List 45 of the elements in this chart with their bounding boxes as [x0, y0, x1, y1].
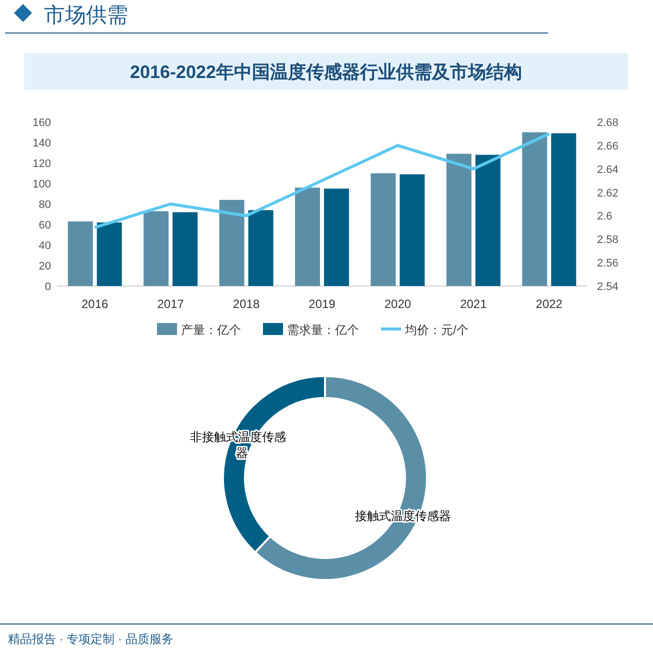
- y-tick-label: 60: [38, 220, 51, 232]
- legend-label: 需求量：亿个: [287, 323, 359, 337]
- bar: [446, 154, 472, 286]
- bar: [172, 212, 198, 286]
- x-tick-label: 2018: [232, 297, 260, 311]
- bar: [475, 154, 500, 286]
- bar: [522, 132, 548, 286]
- line-series: [93, 132, 551, 229]
- x-tick-label: 2020: [384, 297, 412, 311]
- bar: [295, 188, 320, 286]
- y-tick-label: 40: [38, 240, 51, 252]
- x-tick-label: 2017: [157, 297, 184, 311]
- bar: [96, 222, 122, 286]
- text: 市场供需: [44, 4, 128, 27]
- x-tick-label: 2016: [82, 297, 109, 311]
- y2-tick-label: 2.68: [597, 117, 618, 129]
- y-tick-label: 0: [44, 281, 51, 293]
- y-tick-label: 120: [32, 158, 51, 170]
- y2-tick-label: 2.66: [597, 140, 618, 152]
- y-tick-label: 80: [38, 199, 51, 211]
- y2-tick-label: 2.54: [597, 281, 618, 293]
- bar: [144, 211, 169, 286]
- x-tick-label: 2021: [460, 297, 488, 311]
- bar: [324, 188, 349, 286]
- y2-tick-label: 2.56: [597, 258, 618, 270]
- y2-tick-label: 2.58: [597, 234, 618, 246]
- y2-tick-label: 2.62: [597, 187, 618, 200]
- bar: [248, 210, 274, 286]
- y-tick-label: 100: [32, 178, 51, 190]
- y-tick-label: 140: [32, 138, 51, 150]
- x-tick-label: 2019: [308, 297, 336, 311]
- y-tick-label: 160: [32, 117, 51, 129]
- chart-title: 2016-2022年中国温度传感器行业供需及市场结构: [130, 62, 522, 82]
- bar: [400, 174, 425, 286]
- bar: [370, 173, 396, 286]
- x-tick-label: 2022: [536, 297, 563, 311]
- y2-tick-label: 2.64: [597, 164, 618, 176]
- text: 精品报告 · 专项定制 · 品质服务: [8, 632, 174, 646]
- legend-label: 产量：亿个: [181, 323, 241, 337]
- bar: [551, 133, 576, 286]
- bar: [219, 200, 244, 286]
- y2-tick-label: 2.6: [597, 210, 612, 223]
- legend-label: 均价：元/个: [404, 323, 468, 337]
- bar: [68, 221, 93, 286]
- y-tick-label: 20: [38, 260, 51, 272]
